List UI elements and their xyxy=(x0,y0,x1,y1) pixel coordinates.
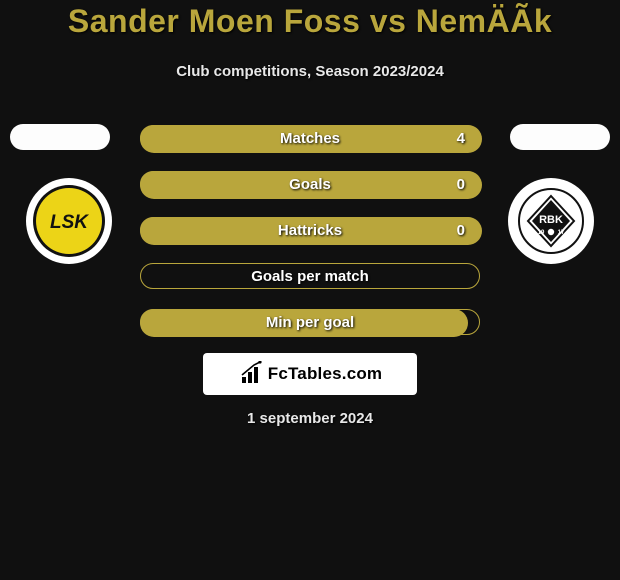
stat-bar-value: 0 xyxy=(457,222,465,239)
stat-bar: Hattricks 0 xyxy=(140,217,480,243)
stat-bar: Matches 4 xyxy=(140,125,480,151)
stat-bar-label: Goals per match xyxy=(251,268,369,285)
player-chip-left xyxy=(10,124,110,150)
club-left-logo-icon: LSK xyxy=(26,178,112,264)
stat-bar: Goals per match xyxy=(140,263,480,289)
branding-box: FcTables.com xyxy=(203,353,417,395)
stat-bar-value: 4 xyxy=(457,130,465,147)
club-badge-left: LSK xyxy=(26,178,112,264)
svg-text:RBK: RBK xyxy=(539,214,563,226)
svg-text:LSK: LSK xyxy=(50,212,89,233)
svg-text:17: 17 xyxy=(558,230,565,236)
brand-text: FcTables.com xyxy=(268,364,383,384)
stat-bar-value: 0 xyxy=(457,176,465,193)
player-chip-right xyxy=(510,124,610,150)
stat-bar-label: Hattricks xyxy=(278,222,342,239)
brand-chart-icon xyxy=(238,361,264,387)
stat-bar-label: Goals xyxy=(289,176,331,193)
page-subtitle: Club competitions, Season 2023/2024 xyxy=(0,63,620,80)
stat-bar: Goals 0 xyxy=(140,171,480,197)
generated-date: 1 september 2024 xyxy=(0,410,620,427)
club-badge-right: RBK 19 17 xyxy=(508,178,594,264)
stat-bar-label: Matches xyxy=(280,130,340,147)
comparison-infographic: Sander Moen Foss vs NemÄÃk Club competit… xyxy=(0,0,620,580)
page-title: Sander Moen Foss vs NemÄÃk xyxy=(0,3,620,40)
stat-bar-label: Min per goal xyxy=(266,314,354,331)
svg-text:19: 19 xyxy=(538,230,545,236)
club-right-logo-icon: RBK 19 17 xyxy=(508,178,594,264)
stat-bar: Min per goal xyxy=(140,309,480,335)
stat-bars: Matches 4 Goals 0 Hattricks 0 Goals per match M… xyxy=(140,125,480,355)
